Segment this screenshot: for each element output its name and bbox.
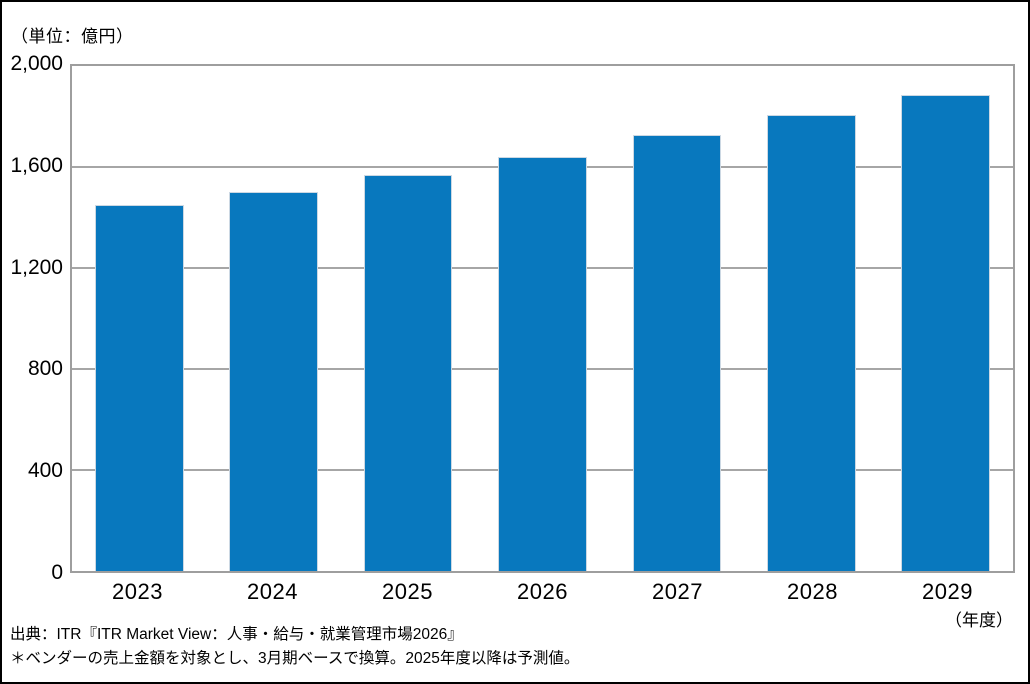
y-axis-tick-label: 2,000	[10, 52, 63, 75]
bar-slot-2028	[744, 66, 878, 571]
y-axis-unit-label: （単位：億円）	[11, 27, 134, 46]
x-axis-tick-label-2028: 2028	[787, 579, 838, 604]
source-note: 出典：ITR『ITR Market View：人事・給与・就業管理市場2026』…	[10, 623, 579, 671]
x-axis-tick-label-2025: 2025	[382, 579, 433, 604]
x-axis-tick-label-2026: 2026	[517, 579, 568, 604]
x-axis: 2023 2024 2025 2026 2027 2028 2029	[70, 579, 1015, 605]
y-axis-tick-label: 800	[27, 357, 63, 381]
plot-area	[70, 64, 1015, 573]
bar-2023	[94, 204, 184, 571]
bar-2025	[363, 174, 453, 571]
footnote-line: ＊ベンダーの売上金額を対象とし、3月期ベースで換算。2025年度以降は予測値。	[10, 650, 580, 667]
bar-slot-2025	[341, 66, 475, 571]
bar-2027	[632, 135, 722, 571]
bar-2024	[229, 192, 318, 571]
bar-slot-2027	[610, 66, 744, 571]
bar-slot-2026	[475, 66, 609, 571]
y-axis-tick-label: 1,200	[10, 255, 63, 279]
x-axis-tick-label-2029: 2029	[922, 579, 973, 604]
y-axis-tick-label: 0	[51, 561, 63, 584]
y-axis-tick-label: 1,600	[10, 153, 63, 177]
x-axis-unit-label: （年度）	[945, 611, 1013, 630]
source-line: 出典：ITR『ITR Market View：人事・給与・就業管理市場2026』	[10, 626, 463, 643]
bar-2029	[901, 95, 991, 571]
y-axis-tick-label: 400	[27, 459, 63, 483]
bar-2028	[766, 115, 856, 571]
bar-slot-2023	[72, 66, 206, 571]
x-axis-tick-label-2027: 2027	[652, 579, 703, 604]
x-axis-tick-label-2023: 2023	[112, 579, 163, 604]
bar-2026	[498, 156, 587, 571]
bar-series	[72, 66, 1013, 571]
x-axis-tick-label-2024: 2024	[247, 579, 298, 604]
bar-slot-2029	[879, 66, 1013, 571]
bar-slot-2024	[206, 66, 340, 571]
